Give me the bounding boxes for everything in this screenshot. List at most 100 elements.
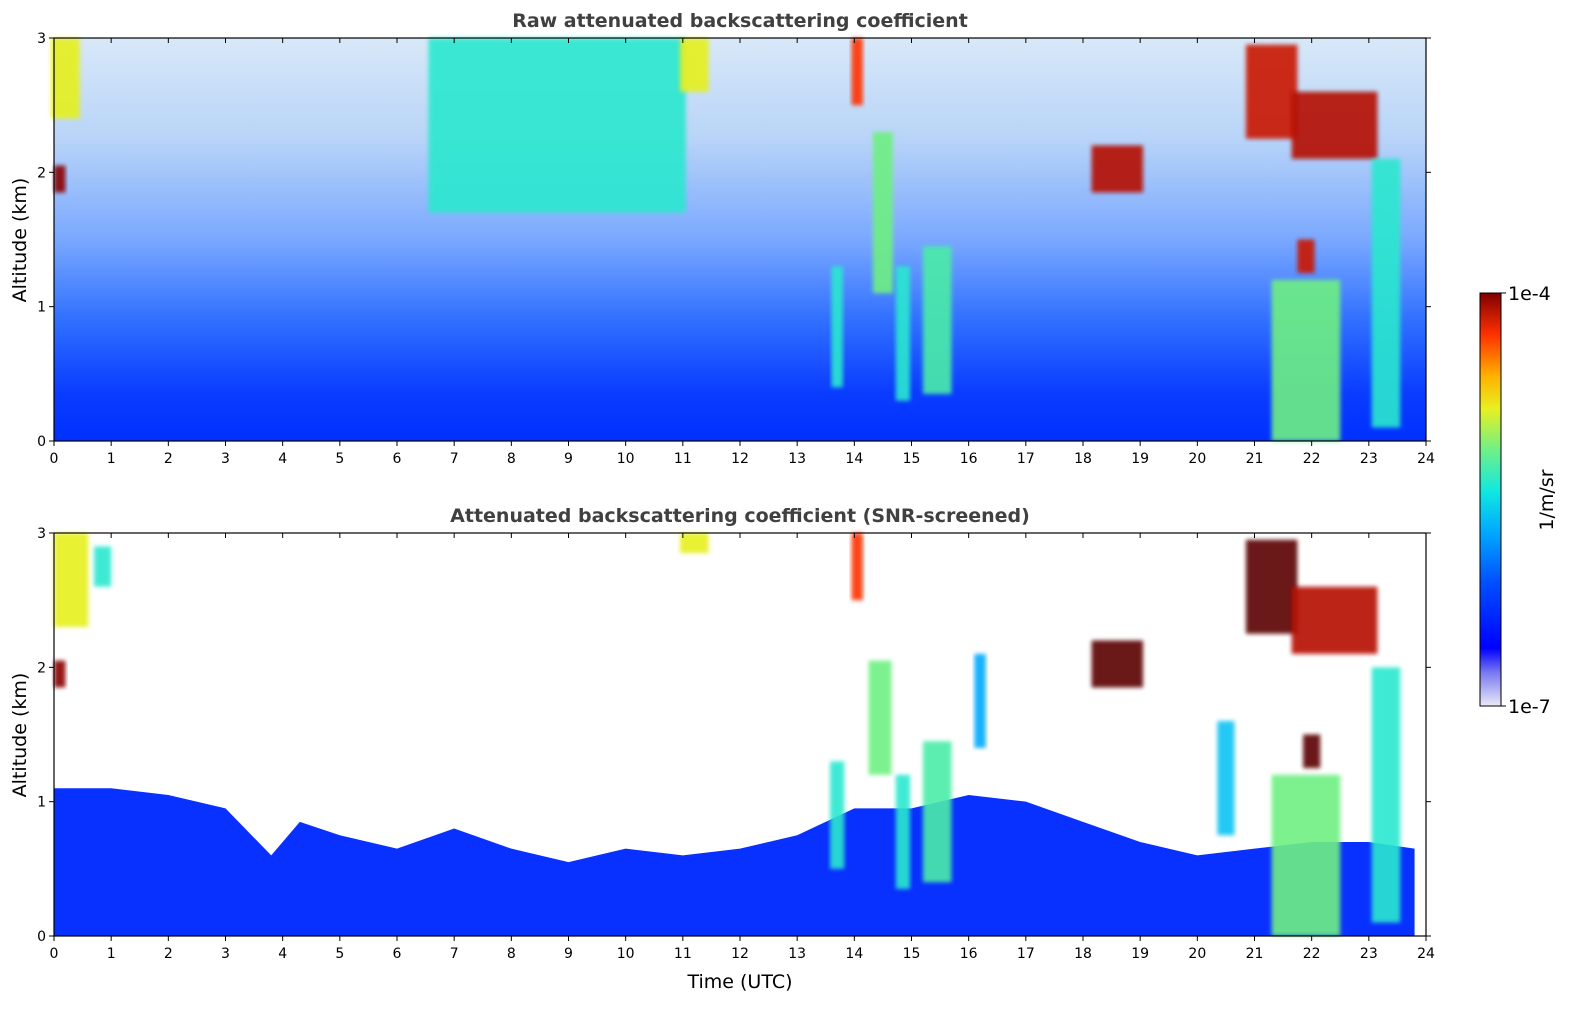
x-tick-label: 9 — [564, 451, 573, 467]
y-tick-label: 0 — [37, 929, 46, 945]
x-tick-label: 18 — [1074, 451, 1092, 467]
x-tick-label: 11 — [674, 946, 692, 962]
y-tick-label: 1 — [37, 795, 46, 811]
colorbar-unit-label: 1/m/sr — [1536, 469, 1558, 530]
feature-3 — [679, 533, 709, 554]
panel-raw-features — [51, 38, 1401, 441]
feature-11 — [1291, 91, 1378, 159]
x-tick-label: 17 — [1017, 946, 1035, 962]
y-tick-label: 3 — [37, 31, 46, 47]
feature-12 — [1297, 239, 1315, 274]
x-tick-label: 1 — [107, 946, 116, 962]
panel-screened-features — [54, 533, 1401, 936]
x-tick-label: 24 — [1417, 451, 1435, 467]
feature-8 — [922, 741, 952, 883]
x-tick-label: 22 — [1303, 451, 1321, 467]
x-tick-label: 9 — [564, 946, 573, 962]
x-tick-label: 4 — [278, 451, 287, 467]
panel-screened-y-axis-label: Altitude (km) — [9, 673, 31, 798]
y-tick-label: 1 — [37, 300, 46, 316]
x-tick-label: 10 — [617, 946, 635, 962]
x-tick-label: 20 — [1188, 451, 1206, 467]
x-tick-label: 22 — [1303, 946, 1321, 962]
y-tick-label: 2 — [37, 660, 46, 676]
x-tick-label: 19 — [1131, 946, 1149, 962]
x-tick-label: 19 — [1131, 451, 1149, 467]
feature-5 — [872, 132, 893, 294]
panel-raw: Raw attenuated backscattering coefficien… — [9, 10, 1435, 467]
colorbar-min-label: 1e-7 — [1508, 696, 1551, 718]
panel-screened-boundary-layer — [54, 788, 1415, 936]
x-tick-label: 15 — [903, 451, 921, 467]
x-tick-label: 7 — [450, 946, 459, 962]
feature-7 — [895, 266, 911, 401]
panel-raw-y-axis-label: Altitude (km) — [9, 178, 31, 303]
x-tick-label: 21 — [1246, 451, 1264, 467]
feature-9 — [974, 653, 986, 748]
x-axis-label: Time (UTC) — [686, 971, 792, 993]
feature-8 — [922, 246, 952, 394]
x-tick-label: 15 — [903, 946, 921, 962]
panel-screened: Attenuated backscattering coefficient (S… — [9, 505, 1435, 993]
x-tick-label: 2 — [164, 451, 173, 467]
x-tick-label: 13 — [788, 946, 806, 962]
feature-14 — [1271, 774, 1341, 936]
x-tick-label: 2 — [164, 946, 173, 962]
feature-4 — [851, 38, 863, 106]
feature-13 — [1271, 279, 1341, 441]
feature-4 — [851, 533, 863, 601]
x-tick-label: 17 — [1017, 451, 1035, 467]
feature-16 — [1217, 721, 1235, 836]
y-tick-label: 3 — [37, 526, 46, 542]
x-tick-label: 5 — [335, 946, 344, 962]
x-tick-label: 20 — [1188, 946, 1206, 962]
panel-screened-y-ticks: 0 1 2 3 — [37, 526, 1431, 945]
feature-1 — [94, 546, 112, 587]
x-tick-label: 14 — [845, 451, 863, 467]
feature-2 — [428, 38, 686, 213]
y-tick-label: 0 — [37, 434, 46, 450]
feature-1 — [54, 165, 66, 193]
feature-0 — [51, 38, 80, 119]
feature-0 — [54, 533, 89, 628]
panel-screened-title: Attenuated backscattering coefficient (S… — [450, 505, 1030, 527]
feature-15 — [1371, 667, 1401, 923]
colorbar-gradient — [1479, 292, 1502, 707]
feature-10 — [1091, 640, 1144, 688]
x-tick-label: 1 — [107, 451, 116, 467]
x-tick-label: 13 — [788, 451, 806, 467]
x-tick-label: 11 — [674, 451, 692, 467]
x-tick-label: 12 — [731, 451, 749, 467]
feature-7 — [895, 774, 911, 889]
x-tick-label: 16 — [960, 451, 978, 467]
x-tick-label: 8 — [507, 451, 516, 467]
x-tick-label: 0 — [50, 451, 59, 467]
x-tick-label: 0 — [50, 946, 59, 962]
feature-13 — [1303, 734, 1321, 769]
feature-9 — [1091, 145, 1144, 193]
x-tick-label: 4 — [278, 946, 287, 962]
x-tick-label: 5 — [335, 451, 344, 467]
panel-screened-x-ticks: 0 1 2 3 4 5 6 7 8 9 10 11 12 13 14 15 16 17 18 19 20 21 22 23 24 — [50, 533, 1435, 962]
x-tick-label: 12 — [731, 946, 749, 962]
x-tick-label: 3 — [221, 946, 230, 962]
feature-3 — [679, 38, 709, 92]
feature-12 — [1291, 586, 1378, 654]
feature-10 — [1245, 44, 1298, 139]
x-tick-label: 14 — [845, 946, 863, 962]
y-tick-label: 2 — [37, 165, 46, 181]
feature-2 — [54, 660, 66, 688]
x-tick-label: 7 — [450, 451, 459, 467]
x-tick-label: 6 — [393, 451, 402, 467]
panel-raw-background — [54, 38, 1426, 441]
x-tick-label: 18 — [1074, 946, 1092, 962]
x-tick-label: 23 — [1360, 946, 1378, 962]
panel-raw-title: Raw attenuated backscattering coefficien… — [512, 10, 968, 32]
colorbar-max-label: 1e-4 — [1508, 283, 1551, 305]
panel-raw-x-ticks: 0 1 2 3 4 5 6 7 8 9 10 11 12 13 14 15 16 17 18 19 20 21 22 23 24 — [50, 38, 1435, 467]
feature-6 — [831, 266, 843, 388]
feature-5 — [868, 660, 892, 775]
panel-raw-y-ticks: 0 1 2 3 — [37, 31, 1431, 450]
x-tick-label: 24 — [1417, 946, 1435, 962]
